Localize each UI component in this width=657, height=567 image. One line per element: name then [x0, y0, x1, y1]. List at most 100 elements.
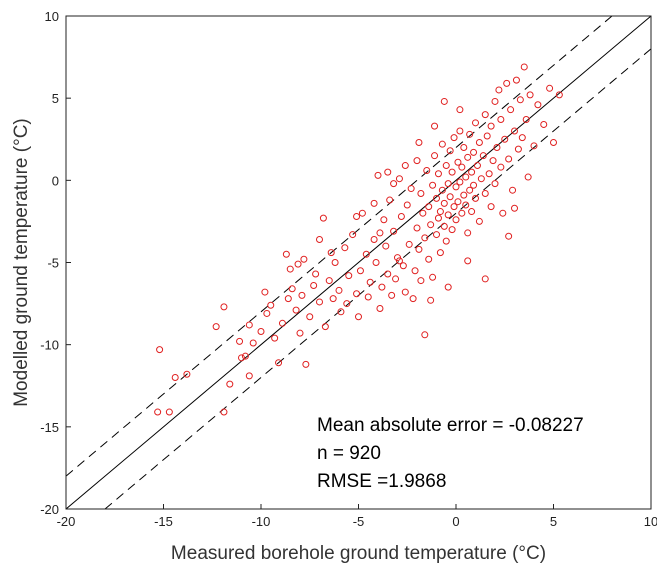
- data-point: [462, 173, 470, 181]
- data-point: [509, 186, 517, 194]
- data-point: [512, 76, 520, 84]
- data-point: [399, 262, 407, 270]
- data-point: [386, 196, 394, 204]
- x-tick-label: 5: [550, 514, 557, 529]
- data-point: [286, 265, 294, 273]
- data-point: [337, 308, 345, 316]
- mae-annotation: Mean absolute error = -0.08227: [317, 415, 584, 436]
- data-point: [415, 139, 423, 147]
- data-point: [278, 319, 286, 327]
- data-point: [442, 237, 450, 245]
- data-point: [503, 79, 511, 87]
- data-point: [409, 295, 417, 303]
- data-point: [470, 148, 478, 156]
- data-point: [472, 194, 479, 202]
- data-point: [487, 122, 495, 130]
- data-point: [390, 180, 398, 188]
- data-point: [456, 106, 464, 114]
- data-point: [220, 303, 228, 311]
- data-point: [236, 337, 244, 345]
- data-point: [306, 313, 314, 321]
- data-point: [440, 97, 448, 105]
- data-point: [522, 116, 530, 124]
- data-point: [436, 208, 444, 216]
- data-point: [434, 214, 442, 222]
- data-point: [241, 352, 249, 360]
- data-point: [456, 127, 464, 135]
- data-point: [452, 216, 460, 224]
- data-point: [473, 162, 481, 170]
- data-point: [349, 231, 357, 239]
- data-point: [433, 194, 440, 202]
- data-point: [511, 204, 518, 212]
- data-point: [321, 323, 329, 331]
- data-point: [499, 209, 507, 217]
- data-point: [421, 331, 429, 339]
- data-point: [329, 295, 337, 303]
- data-point: [220, 408, 228, 416]
- data-point: [479, 152, 487, 160]
- data-point: [460, 191, 468, 199]
- data-point: [429, 181, 437, 189]
- data-point: [292, 306, 300, 314]
- data-point: [440, 199, 448, 207]
- y-tick-label: -10: [40, 338, 59, 353]
- data-point: [511, 127, 518, 135]
- data-point: [501, 135, 509, 143]
- data-point: [374, 171, 382, 179]
- data-point: [331, 259, 339, 266]
- data-point: [376, 229, 384, 237]
- data-point: [434, 170, 442, 178]
- data-point: [460, 143, 468, 151]
- reference-lines: [65, 15, 652, 510]
- data-point: [464, 257, 472, 265]
- data-point: [171, 374, 179, 382]
- data-point: [491, 97, 499, 105]
- data-point: [395, 175, 403, 183]
- data-point: [316, 298, 323, 306]
- data-point: [485, 170, 493, 178]
- data-point: [384, 270, 392, 278]
- data-point: [431, 152, 439, 160]
- data-point: [401, 162, 409, 170]
- data-point: [431, 122, 439, 130]
- data-point: [444, 283, 452, 291]
- x-tick-label: -15: [154, 514, 173, 529]
- data-point: [505, 155, 513, 163]
- data-point: [284, 295, 292, 303]
- data-point: [526, 91, 534, 99]
- data-point: [483, 132, 491, 140]
- y-tick-label: 10: [45, 9, 59, 24]
- data-point: [356, 267, 364, 275]
- data-point: [468, 208, 476, 216]
- rmse-annotation: RMSE =1.9868: [317, 471, 446, 492]
- data-point: [405, 240, 413, 248]
- data-point: [353, 212, 361, 220]
- data-point: [378, 283, 386, 291]
- x-axis-label: Measured borehole ground temperature (°C…: [171, 543, 546, 564]
- data-point: [423, 166, 431, 174]
- data-point: [382, 242, 390, 250]
- data-point: [550, 139, 557, 147]
- data-point: [448, 168, 456, 176]
- data-point: [257, 328, 265, 336]
- x-tick-label: 0: [452, 514, 459, 529]
- x-tick-label: 10: [644, 514, 657, 529]
- x-tick-label: -5: [353, 514, 365, 529]
- data-point: [275, 359, 283, 367]
- data-point: [514, 145, 522, 153]
- y-axis-label: Modelled ground temperature (°C): [11, 118, 32, 407]
- data-point: [466, 130, 474, 138]
- data-point: [507, 106, 515, 114]
- data-point: [362, 250, 370, 258]
- data-point: [470, 181, 478, 189]
- data-point: [464, 229, 472, 237]
- y-axis-ticks: -20 -15 -10 -5 0 5 10: [40, 9, 71, 517]
- y-tick-label: -20: [40, 502, 59, 517]
- data-point: [436, 249, 444, 257]
- data-point: [358, 209, 366, 217]
- data-point: [534, 101, 542, 109]
- data-point: [433, 231, 440, 239]
- data-point: [458, 209, 466, 217]
- data-point: [288, 285, 296, 293]
